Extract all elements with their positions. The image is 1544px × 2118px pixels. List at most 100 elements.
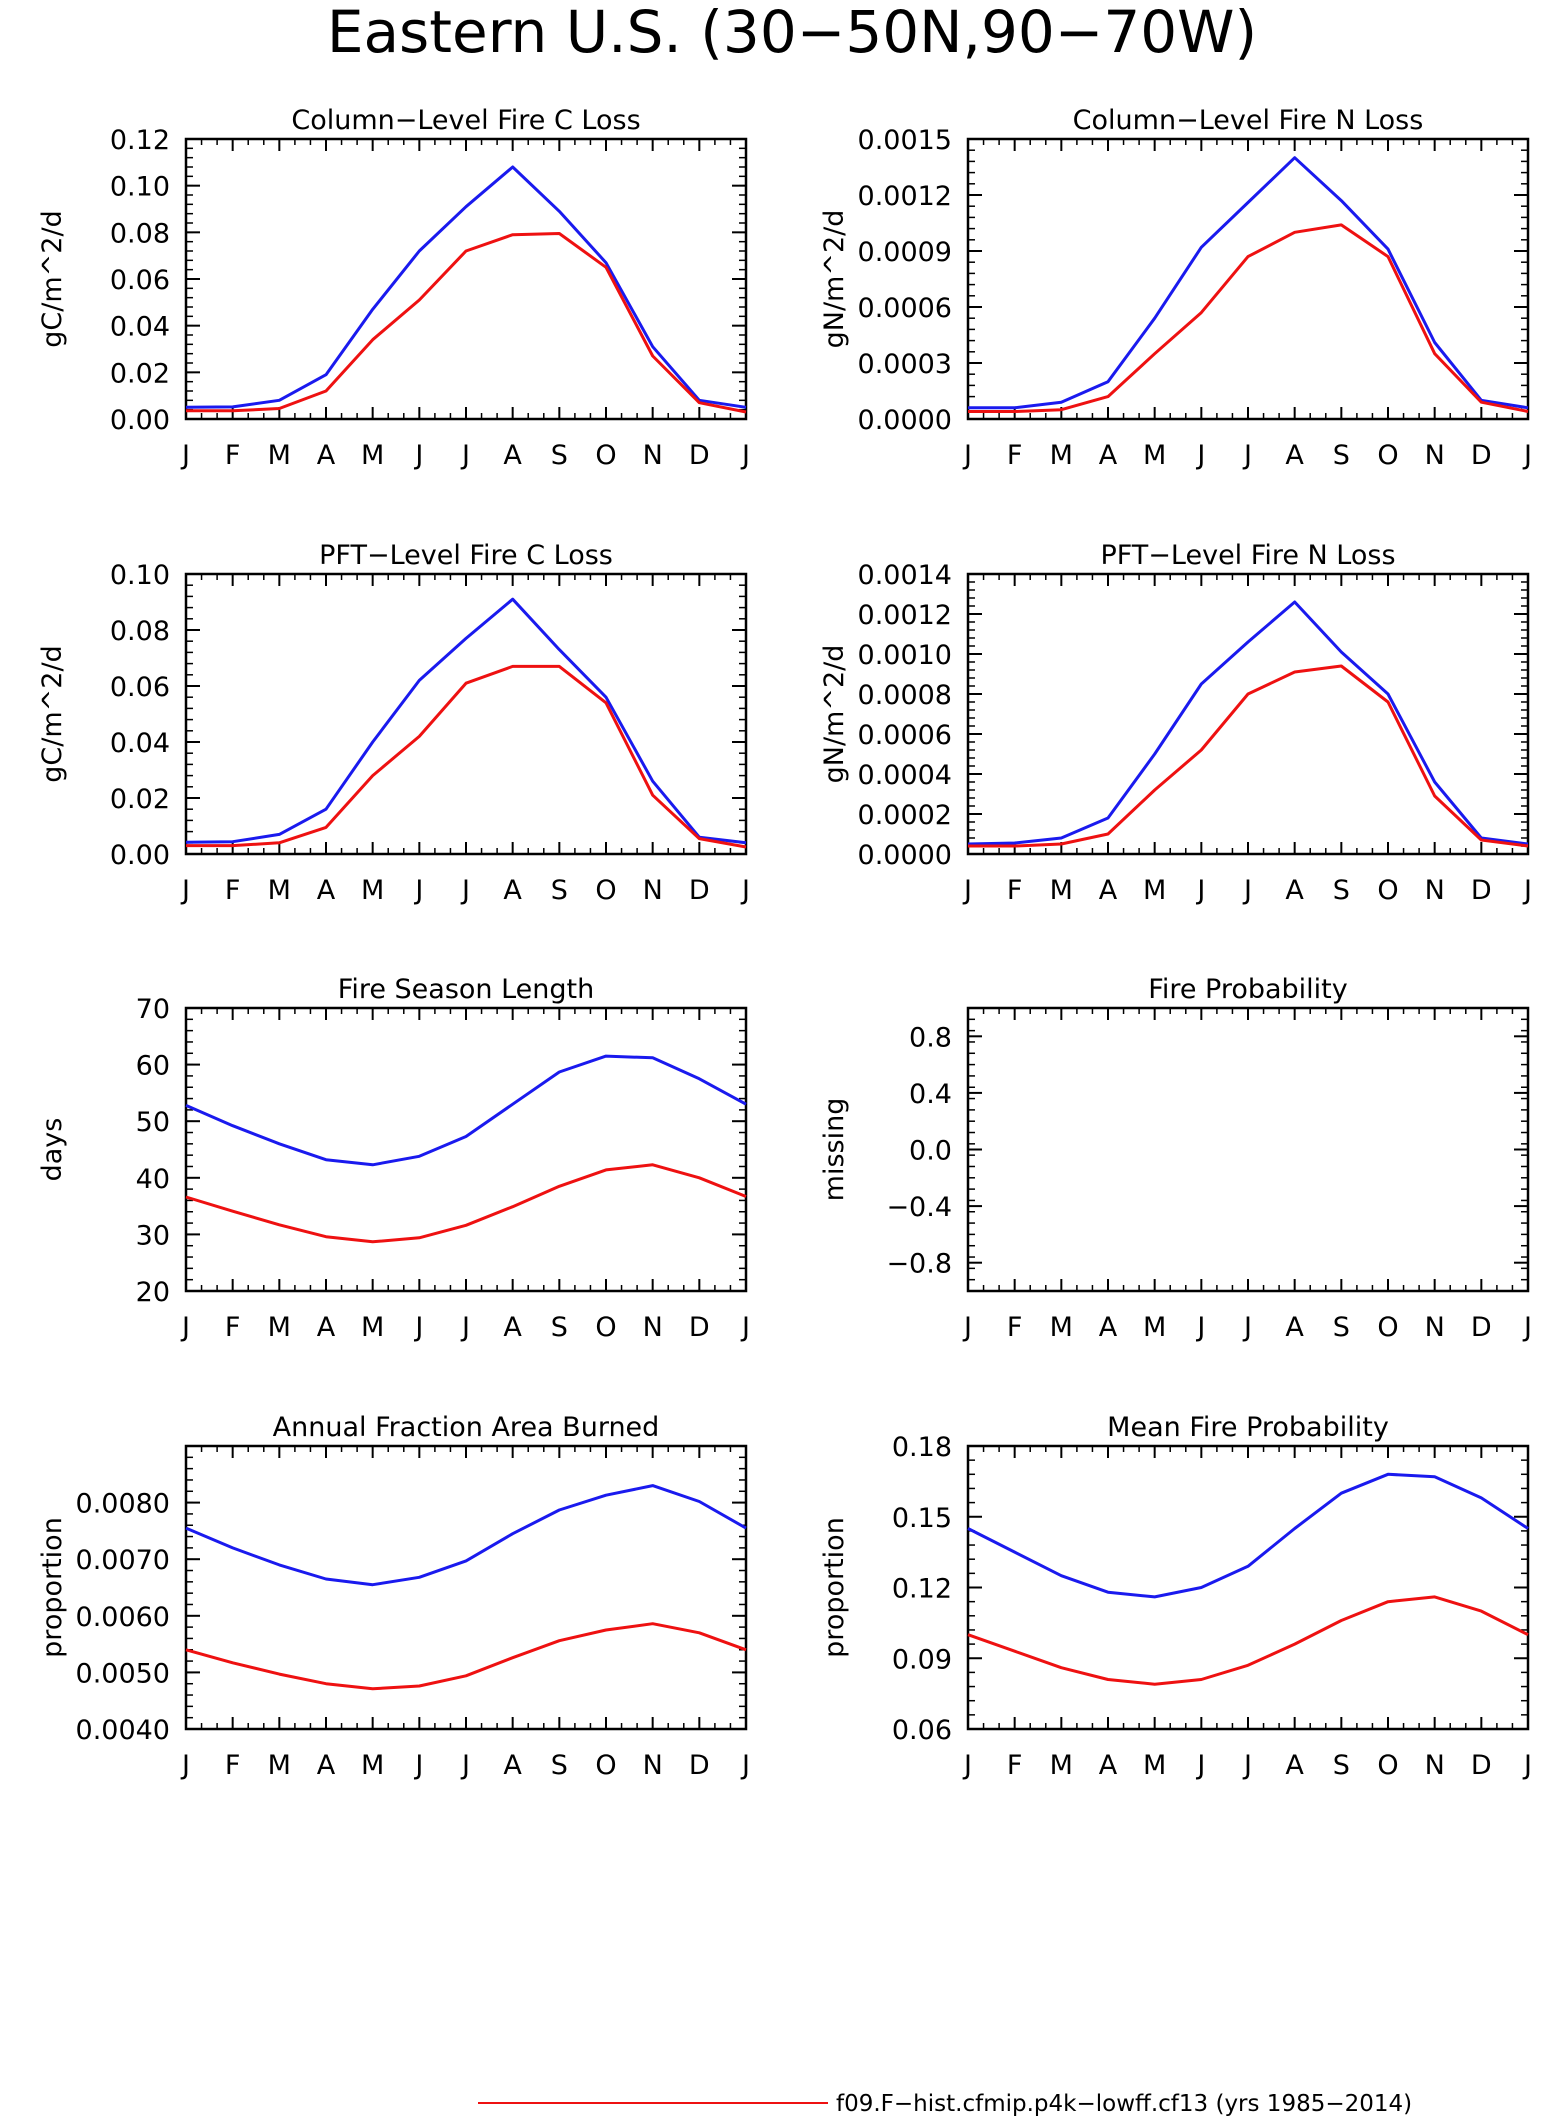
y-tick-label: 0.04: [110, 312, 170, 343]
y-tick-label: 0.0080: [76, 1489, 170, 1520]
chart-title: Annual Fraction Area Burned: [273, 1412, 660, 1443]
y-tick-label: 0.0015: [858, 125, 952, 156]
y-axis-label: proportion: [819, 1517, 850, 1658]
x-tick-label: J: [413, 1750, 423, 1781]
chart-title: Fire Season Length: [338, 974, 594, 1005]
x-tick-label: J: [413, 875, 423, 906]
x-tick-label: M: [268, 440, 291, 471]
x-tick-label: J: [1195, 1312, 1205, 1343]
y-tick-label: 0.00: [110, 405, 170, 436]
figure-title: Eastern U.S. (30−50N,90−70W): [327, 0, 1257, 66]
y-tick-label: 0.0000: [858, 840, 952, 871]
y-tick-label: −0.8: [886, 1249, 952, 1280]
x-tick-label: M: [268, 1312, 291, 1343]
x-tick-label: J: [1195, 1750, 1205, 1781]
x-tick-label: D: [689, 1750, 710, 1781]
x-tick-label: N: [1425, 875, 1445, 906]
x-tick-label: N: [1425, 1312, 1445, 1343]
series-line-1: [185, 1163, 747, 1244]
x-tick-label: S: [551, 440, 568, 471]
y-tick-label: 0.08: [110, 218, 170, 249]
x-tick-label: O: [595, 1312, 616, 1343]
y-tick-label: 0.0009: [858, 237, 952, 268]
chart-title: Column−Level Fire C Loss: [291, 105, 640, 136]
x-tick-label: M: [1050, 875, 1073, 906]
y-tick-label: 0.12: [110, 125, 170, 156]
x-tick-label: M: [1143, 1312, 1166, 1343]
x-tick-label: O: [595, 875, 616, 906]
series-line-1: [968, 223, 1529, 413]
x-tick-label: M: [361, 875, 384, 906]
y-tick-label: 0.0012: [858, 600, 952, 631]
y-tick-label: 0.10: [110, 560, 170, 591]
x-tick-label: O: [1377, 1750, 1398, 1781]
y-tick-label: 0.06: [110, 672, 170, 703]
x-tick-label: J: [460, 440, 470, 471]
x-tick-label: D: [1471, 1312, 1492, 1343]
x-tick-label: O: [1377, 440, 1398, 471]
plot-frame: [184, 572, 748, 856]
y-tick-label: 0.02: [110, 358, 170, 389]
x-tick-label: M: [268, 875, 291, 906]
y-tick-label: 0.0006: [858, 720, 952, 751]
x-tick-label: A: [1285, 440, 1304, 471]
x-tick-label: M: [361, 440, 384, 471]
x-tick-label: A: [503, 1312, 522, 1343]
y-tick-label: 0.0: [909, 1136, 952, 1167]
x-tick-label: J: [413, 1312, 423, 1343]
y-tick-label: 60: [136, 1051, 170, 1082]
x-tick-label: S: [551, 875, 568, 906]
x-tick-label: J: [740, 1750, 750, 1781]
x-tick-label: A: [503, 875, 522, 906]
x-tick-label: D: [689, 1312, 710, 1343]
y-tick-label: 0.00: [110, 840, 170, 871]
x-tick-label: A: [317, 1312, 336, 1343]
series-line-0: [185, 1054, 747, 1167]
x-tick-label: J: [1242, 875, 1252, 906]
x-tick-label: N: [1425, 1750, 1445, 1781]
y-tick-label: 40: [136, 1164, 170, 1195]
x-tick-label: A: [317, 440, 336, 471]
x-tick-label: J: [962, 875, 972, 906]
y-tick-label: 0.0004: [858, 760, 952, 791]
x-tick-label: O: [595, 440, 616, 471]
chart-title: Column−Level Fire N Loss: [1073, 105, 1424, 136]
x-tick-label: J: [1522, 440, 1532, 471]
x-tick-label: O: [595, 1750, 616, 1781]
x-tick-label: M: [1050, 1750, 1073, 1781]
x-tick-label: A: [1099, 1312, 1118, 1343]
x-tick-label: M: [1143, 875, 1166, 906]
plot-frame: [966, 1444, 1530, 1731]
x-tick-label: F: [225, 440, 241, 471]
y-tick-label: 0.06: [110, 265, 170, 296]
x-tick-label: J: [413, 440, 423, 471]
y-tick-label: 0.0040: [76, 1715, 170, 1746]
x-tick-label: M: [1143, 1750, 1166, 1781]
y-axis-label: proportion: [37, 1517, 68, 1658]
y-axis-label: gN/m^2/d: [819, 210, 850, 349]
x-tick-label: J: [460, 1750, 470, 1781]
x-tick-label: D: [689, 875, 710, 906]
y-tick-label: 0.06: [892, 1715, 952, 1746]
x-tick-label: J: [460, 1312, 470, 1343]
x-tick-label: J: [740, 440, 750, 471]
y-tick-label: 50: [136, 1107, 170, 1138]
y-tick-label: 0.02: [110, 784, 170, 815]
plot-frame: [184, 137, 748, 421]
y-tick-label: 0.04: [110, 728, 170, 759]
legend: f09.F−hist.cfmip.p4k−lowff.cf13 (yrs 198…: [478, 2091, 1412, 2117]
x-tick-label: F: [1007, 440, 1023, 471]
x-tick-label: J: [1195, 440, 1205, 471]
x-tick-label: S: [1333, 1312, 1350, 1343]
y-tick-label: 20: [136, 1277, 170, 1308]
y-tick-label: 0.4: [909, 1079, 952, 1110]
x-tick-label: J: [740, 1312, 750, 1343]
x-tick-label: J: [180, 1312, 190, 1343]
chart-title: PFT−Level Fire N Loss: [1100, 540, 1395, 571]
x-tick-label: J: [1242, 1750, 1252, 1781]
x-tick-label: M: [361, 1750, 384, 1781]
